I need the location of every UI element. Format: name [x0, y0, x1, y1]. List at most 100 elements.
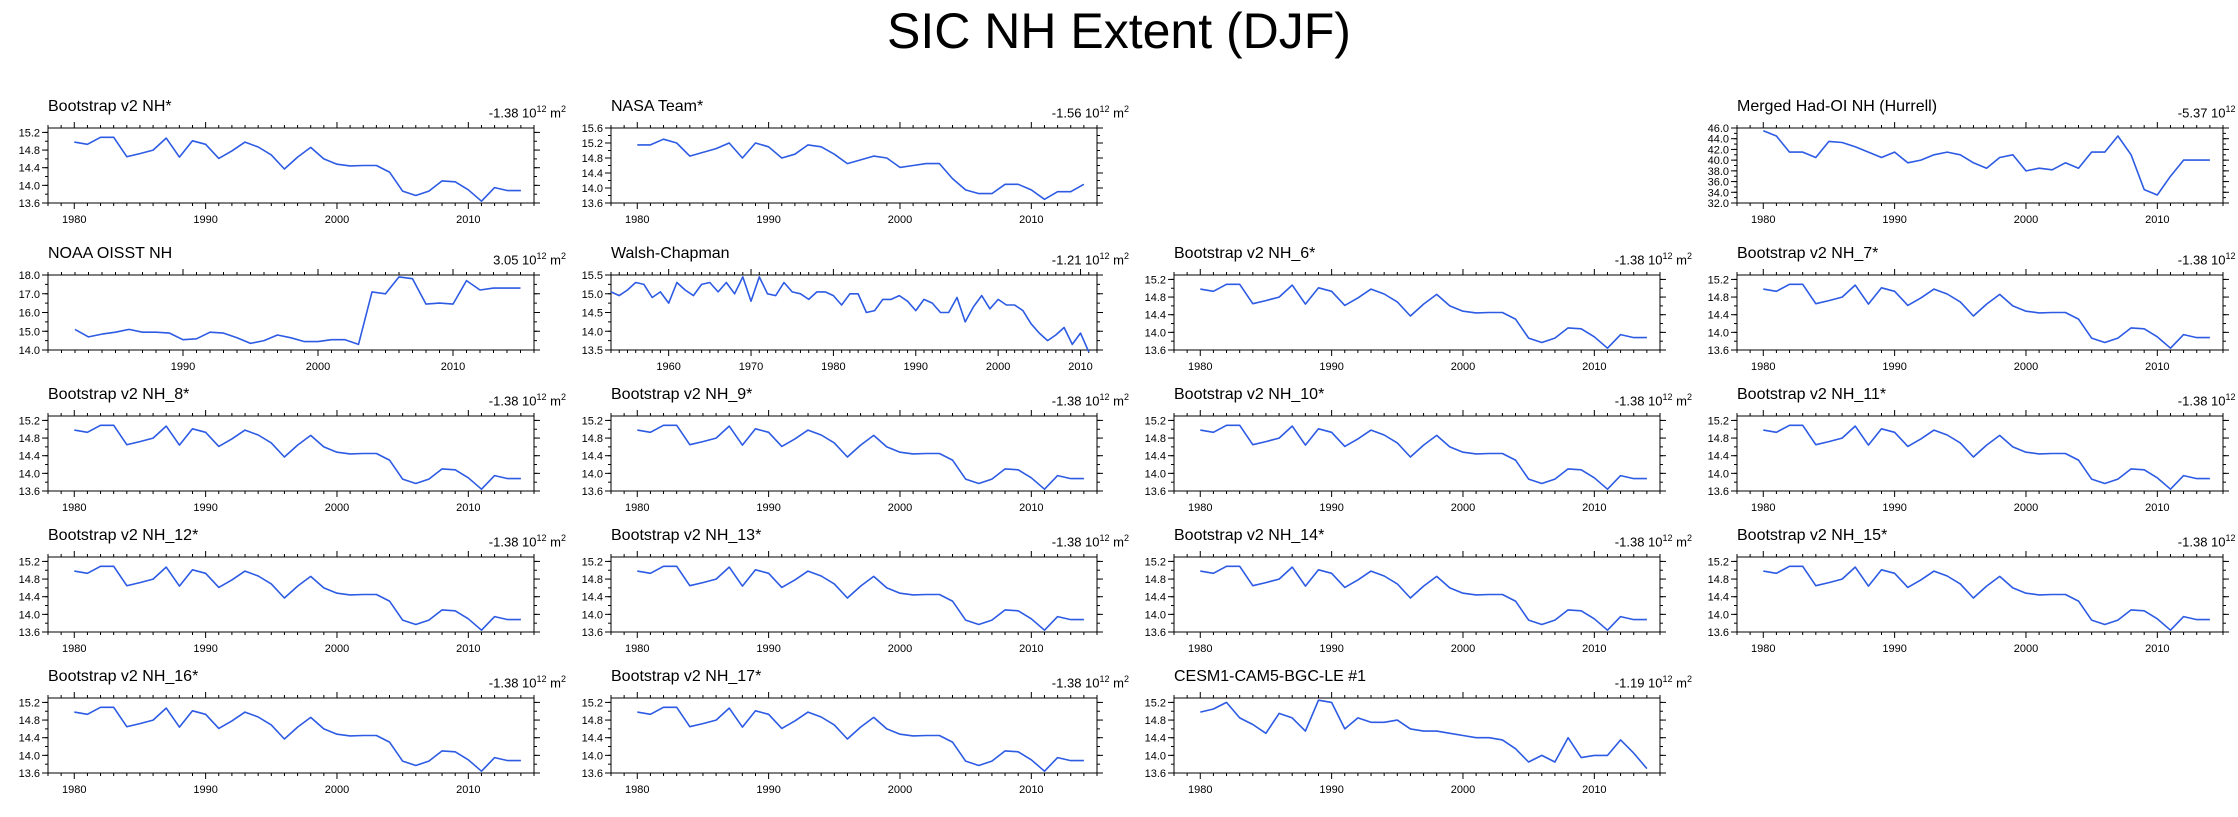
x-tick-label: 1980 [1188, 643, 1212, 655]
x-tick-label: 2010 [2145, 502, 2169, 514]
y-tick-label: 13.6 [582, 768, 603, 780]
chart-svg: 1980 1990 2000 2010 15.2 14.8 14.4 14.0 13.6 [1145, 692, 1666, 796]
y-tick-label: 13.6 [582, 627, 603, 639]
y-tick-label: 15.5 [582, 270, 603, 282]
y-tick-label: 14.0 [1145, 609, 1166, 621]
panel-title: Bootstrap v2 NH_15* [1737, 527, 1888, 544]
y-tick-label: 14.0 [1145, 468, 1166, 480]
trend-value: -1.38 [1051, 675, 1082, 691]
y-tick-label: 14.8 [1708, 292, 1729, 304]
x-tick-label: 2000 [1451, 361, 1475, 373]
trend-label: -1.38 1012 m2 [2178, 390, 2238, 408]
trend-label: 3.05 1012 m2 [493, 249, 566, 267]
x-tick-label: 1980 [62, 784, 86, 796]
y-tick-label: 36.0 [1708, 177, 1729, 189]
x-tick-label: 2010 [1582, 643, 1606, 655]
y-tick-label: 15.2 [1145, 556, 1166, 568]
y-tick-label: 14.4 [1708, 310, 1729, 322]
x-tick-label: 2010 [456, 643, 480, 655]
y-tick-label: 14.4 [19, 592, 40, 604]
x-tick-label: 2010 [2145, 214, 2169, 226]
chart-panel: Bootstrap v2 NH_7* -1.38 1012 m2 1980 1990 2… [1708, 245, 2238, 375]
x-tick-label: 2010 [456, 784, 480, 796]
trend-unit-exponent: 12 [536, 392, 547, 402]
trend-value: -1.21 [1051, 252, 1082, 268]
y-tick-label: 14.8 [1708, 574, 1729, 586]
series-line [637, 424, 1084, 490]
y-tick-label: 13.6 [1145, 768, 1166, 780]
y-tick-label: 13.6 [19, 627, 40, 639]
chart-svg: 1980 1990 2000 2010 15.2 14.8 14.4 14.0 13.6 [1145, 269, 1666, 373]
trend-value: -1.38 [2177, 252, 2208, 268]
panel-title: NOAA OISST NH [48, 245, 173, 262]
series-line [1763, 565, 2210, 631]
y-tick-label: 14.0 [582, 468, 603, 480]
series-line [1763, 424, 2210, 490]
trend-unit-exponent: 12 [1662, 533, 1673, 543]
trend-value: -1.38 [488, 675, 519, 691]
y-tick-label: 14.8 [1145, 715, 1166, 727]
plot-frame [1173, 274, 1661, 351]
trend-unit-power: 2 [560, 251, 566, 261]
y-tick-label: 14.4 [1145, 592, 1166, 604]
y-tick-label: 15.2 [582, 138, 603, 150]
page-title: SIC NH Extent (DJF) [887, 3, 1351, 59]
chart-panel: Bootstrap v2 NH_13* -1.38 1012 m2 1980 1990… [582, 527, 1131, 657]
series-line [74, 706, 521, 772]
trend-unit-symbol: m [1672, 534, 1687, 550]
trend-unit-exponent: 12 [536, 674, 547, 684]
x-tick-label: 2010 [2145, 361, 2169, 373]
series-line [1763, 283, 2210, 349]
trend-unit-base: 10 [1081, 252, 1100, 268]
trend-unit-base: 10 [2207, 393, 2226, 409]
chart-panel: CESM1-CAM5-BGC-LE #1 -1.19 1012 m2 1980 199… [1145, 668, 1694, 798]
y-tick-label: 14.8 [582, 433, 603, 445]
series-line [74, 565, 521, 631]
trend-value: -1.38 [1614, 393, 1645, 409]
trend-value: -1.38 [2177, 534, 2208, 550]
trend-unit-base: 10 [2207, 534, 2226, 550]
trend-unit-power: 2 [560, 104, 566, 114]
x-tick-label: 2010 [1582, 784, 1606, 796]
plot-frame [47, 415, 535, 492]
trend-unit-base: 10 [1644, 534, 1663, 550]
y-tick-label: 14.8 [582, 153, 603, 165]
series-line [1200, 699, 1648, 770]
chart-panel: NOAA OISST NH 3.05 1012 m2 1990 2000 2010 18.… [19, 245, 568, 375]
y-tick-label: 14.8 [1145, 433, 1166, 445]
trend-value: -1.38 [1051, 534, 1082, 550]
trend-unit-symbol: m [546, 252, 561, 268]
y-tick-label: 14.8 [582, 715, 603, 727]
y-tick-label: 14.4 [1145, 451, 1166, 463]
trend-unit-power: 2 [1123, 251, 1129, 261]
y-tick-label: 44.0 [1708, 134, 1729, 146]
y-tick-label: 15.2 [582, 415, 603, 427]
y-tick-label: 14.0 [582, 183, 603, 195]
trend-value: -1.38 [2177, 393, 2208, 409]
x-tick-label: 2010 [1019, 214, 1043, 226]
trend-unit-power: 2 [560, 392, 566, 402]
series-line [74, 276, 521, 346]
trend-label: -1.38 1012 m2 [1052, 531, 1129, 549]
y-tick-label: 13.6 [1708, 627, 1729, 639]
trend-value: -1.19 [1614, 675, 1645, 691]
x-tick-label: 1980 [821, 361, 845, 373]
trend-value: -1.38 [1051, 393, 1082, 409]
x-tick-label: 2000 [1451, 643, 1475, 655]
y-tick-label: 14.0 [582, 609, 603, 621]
trend-unit-base: 10 [518, 393, 537, 409]
plot-frame [47, 556, 535, 633]
chart-svg: 1980 1990 2000 2010 15.6 15.2 14.8 14.4 14.0 13.6 [582, 122, 1103, 226]
x-tick-label: 1990 [1319, 643, 1343, 655]
y-tick-label: 14.4 [1708, 451, 1729, 463]
x-tick-label: 1980 [1188, 361, 1212, 373]
chart-svg: 1980 1990 2000 2010 15.2 14.8 14.4 14.0 13.6 [19, 122, 540, 226]
chart-svg: 1990 2000 2010 18.0 17.0 16.0 15.0 14.0 [19, 269, 540, 373]
y-tick-label: 13.6 [1145, 345, 1166, 357]
trend-unit-power: 2 [1686, 533, 1692, 543]
y-tick-label: 15.2 [1145, 274, 1166, 286]
trend-unit-power: 2 [1686, 674, 1692, 684]
y-tick-label: 13.5 [582, 345, 603, 357]
x-tick-label: 2000 [888, 643, 912, 655]
y-tick-label: 14.4 [1145, 310, 1166, 322]
